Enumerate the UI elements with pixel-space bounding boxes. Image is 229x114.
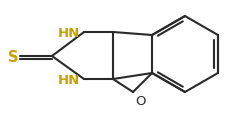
Text: HN: HN — [58, 73, 80, 86]
Text: O: O — [135, 94, 145, 107]
Text: S: S — [8, 49, 18, 64]
Text: HN: HN — [58, 26, 80, 39]
